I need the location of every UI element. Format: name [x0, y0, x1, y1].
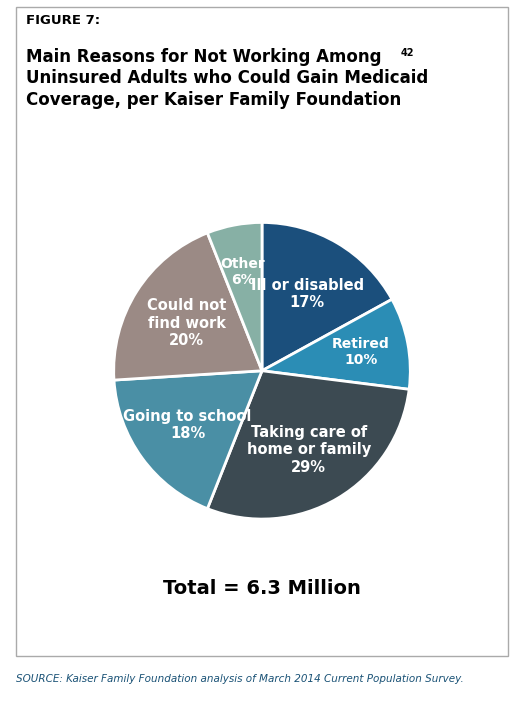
Text: Ill or disabled
17%: Ill or disabled 17%	[250, 278, 364, 310]
Wedge shape	[208, 371, 409, 519]
Text: Going to school
18%: Going to school 18%	[124, 409, 252, 441]
Text: 42: 42	[401, 48, 414, 58]
Text: Total = 6.3 Million: Total = 6.3 Million	[163, 579, 361, 597]
Wedge shape	[114, 233, 262, 380]
Wedge shape	[262, 299, 410, 389]
Text: SOURCE: Kaiser Family Foundation analysis of March 2014 Current Population Surve: SOURCE: Kaiser Family Foundation analysi…	[16, 674, 463, 684]
Text: FIGURE 7:: FIGURE 7:	[26, 14, 100, 27]
Text: Retired
10%: Retired 10%	[332, 337, 390, 367]
Wedge shape	[114, 371, 262, 508]
Text: Taking care of
home or family
29%: Taking care of home or family 29%	[247, 425, 371, 475]
Wedge shape	[208, 222, 262, 371]
Text: Could not
find work
20%: Could not find work 20%	[147, 298, 226, 348]
Text: Other
6%: Other 6%	[221, 257, 266, 287]
Text: Main Reasons for Not Working Among
Uninsured Adults who Could Gain Medicaid
Cove: Main Reasons for Not Working Among Unins…	[26, 48, 429, 108]
Wedge shape	[262, 222, 392, 371]
